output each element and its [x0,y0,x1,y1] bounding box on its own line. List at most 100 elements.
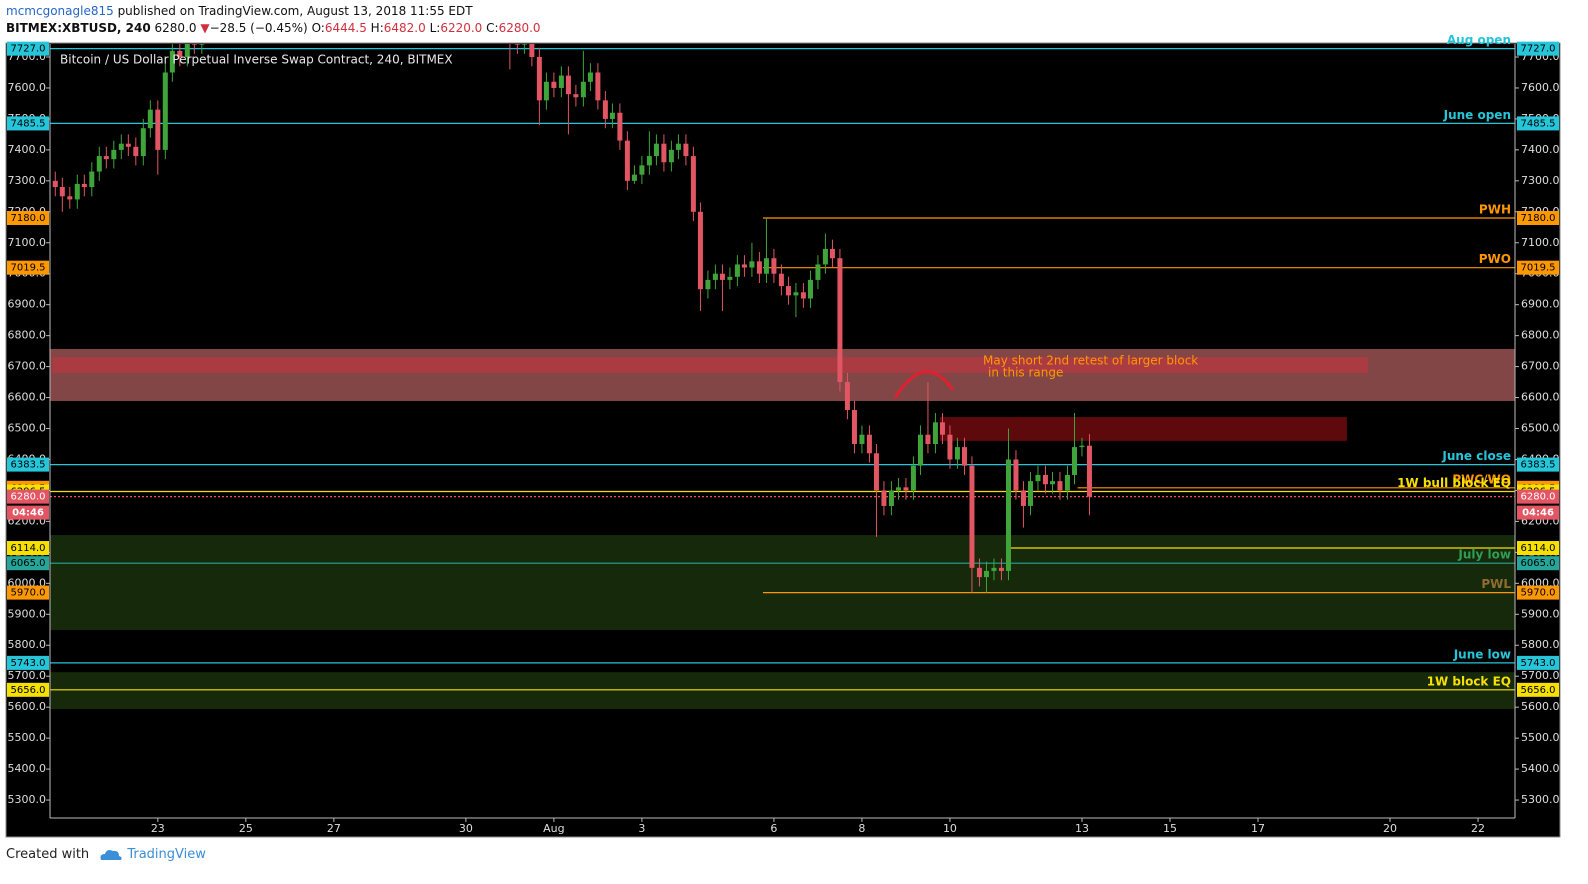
price-box-label: 7019.5 [11,263,46,274]
candle-body [67,196,73,200]
y-tick-label: 6800.0 [1521,329,1560,342]
published: published on TradingView.com, August 13,… [117,4,473,18]
price-box-label: 6383.5 [1521,460,1556,471]
candle-body [939,422,945,435]
candle-body [74,183,80,200]
candle-body [705,279,711,290]
chart-title: Bitcoin / US Dollar Perpetual Inverse Sw… [60,53,453,67]
candle-body [749,261,755,268]
price-box [7,556,49,571]
y-tick-label: 6500.0 [1521,422,1560,435]
candle-body [81,183,87,188]
arc-annotation [893,370,955,399]
y-tick-label: 7300.0 [8,174,47,187]
y-tick-label: 5400.0 [8,762,47,775]
candle-body [1042,474,1048,485]
level-name: Aug open [1447,33,1511,47]
candle-body [866,434,872,454]
level-name: June low [1453,647,1511,661]
y-tick-label: 5600.0 [1521,700,1560,713]
price-box-label: 6383.5 [11,460,46,471]
candle-body [1086,445,1092,497]
candle-body [844,382,850,410]
price-box [1517,655,1559,670]
countdown-box [1517,505,1559,520]
candle-body [712,273,718,280]
candle-body [543,81,549,101]
y-tick-label: 7600.0 [1521,81,1560,94]
candle-body [565,75,571,95]
price-box [7,210,49,225]
candle-body [1071,447,1077,475]
author[interactable]: mcmcgonagle815 [6,4,114,18]
level-name: June close [1441,449,1511,463]
price-box-label: 7485.5 [1521,118,1556,129]
candle-body [162,72,168,150]
countdown: 04:46 [12,508,44,519]
x-tick-label: 25 [239,822,253,835]
annotation: May short 2nd retest of larger block [983,354,1198,368]
candle-body [727,276,733,280]
candle-body [954,447,960,460]
x-tick-label: 13 [1075,822,1089,835]
candle-body [111,149,117,160]
candle-body [595,72,601,101]
y-tick-label: 5400.0 [1521,762,1560,775]
candle-body [646,156,652,166]
candle-body [888,490,894,506]
candle-body [925,434,931,445]
candle-body [536,57,542,101]
candle-body [169,50,175,73]
candle-body [199,44,205,45]
candle-body [822,248,828,265]
y-tick-label: 6700.0 [8,360,47,373]
price-box-label: 5970.0 [1521,588,1556,599]
candle-body [675,143,681,150]
candle-body [881,490,887,506]
y-tick-label: 5900.0 [1521,607,1560,620]
candle-body [961,447,967,466]
price-box-label: 7180.0 [1521,213,1556,224]
ohlc-label: O: [311,21,325,35]
candle-body [829,248,835,259]
candle-body [207,0,212,32]
ohlc-value: 6280.0 [498,21,541,35]
ohlc-label: C: [486,21,499,35]
price-box [1517,41,1559,56]
price-box [1517,116,1559,131]
price-box-label: 5970.0 [11,588,46,599]
header-line: mcmcgonagle815 published on TradingView.… [6,4,473,18]
price-box-label: 6065.0 [11,558,46,569]
price-box-label: 5656.0 [11,685,46,696]
candle-body [976,567,982,578]
candle-body [983,570,989,578]
candle-body [1013,459,1019,491]
candle-body [837,258,843,383]
price-box [7,489,49,504]
level-name: PWO [1479,252,1511,266]
change: −28.5 (−0.45%) [209,21,308,35]
candle-body [631,174,637,181]
candle-body [1020,490,1026,506]
candle-body [778,273,784,287]
countdown: 04:46 [1522,508,1554,519]
candle-body [580,81,586,98]
brand[interactable]: TradingView [127,847,206,862]
candle-body [177,50,183,58]
y-tick-label: 7100.0 [1521,236,1560,249]
candle-body [1035,474,1041,482]
candle-body [59,187,65,197]
logo [100,849,122,860]
candle-body [793,292,799,296]
x-tick-label: 22 [1471,822,1485,835]
y-tick-label: 5300.0 [8,793,47,806]
candle-body [991,567,997,571]
candle-body [697,211,703,290]
candle-body [873,453,879,491]
header-line: BITMEX:XBTUSD, 240 6280.0 ▼−28.5 (−0.45%… [6,21,541,35]
level-name: PWL [1481,577,1511,591]
price-box [7,655,49,670]
candle-body [1049,481,1055,485]
price-box [7,41,49,56]
